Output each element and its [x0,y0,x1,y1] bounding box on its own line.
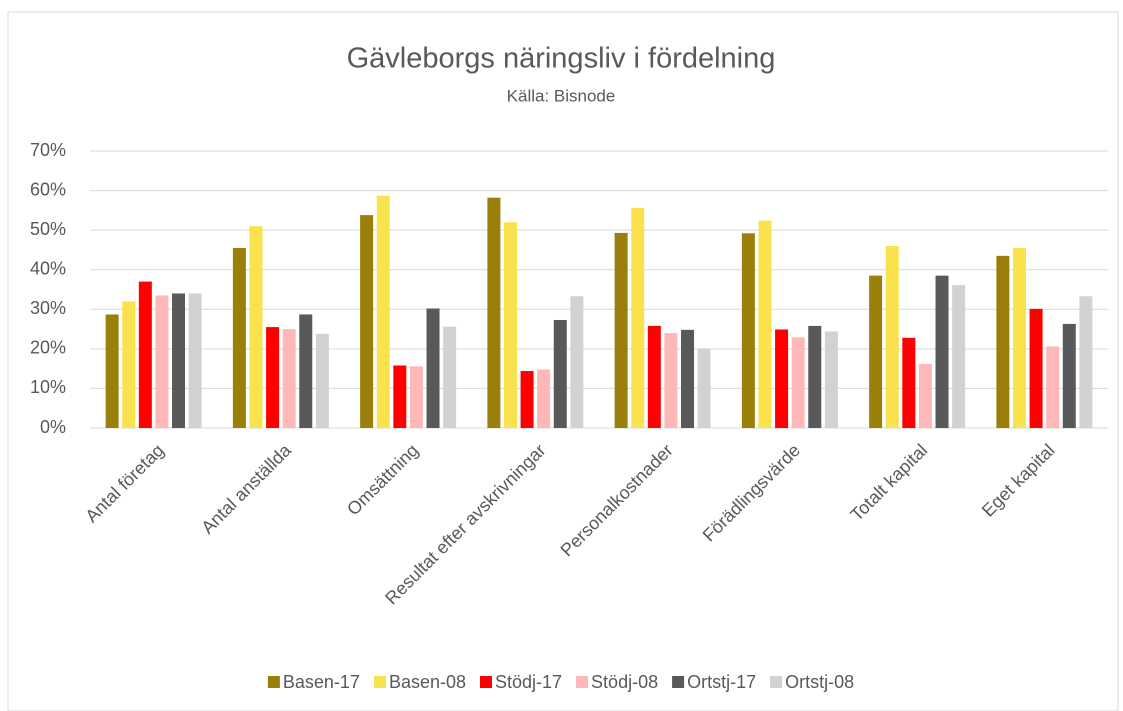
bar [885,245,899,428]
y-tick-label: 40% [30,258,66,278]
bar [138,281,152,428]
bar [249,226,263,428]
legend-swatch [373,676,386,688]
bar [360,215,374,428]
chart-title: Gävleborgs näringsliv i fördelning [347,43,776,75]
legend-label: Stödj-08 [591,672,658,692]
bar [664,333,678,428]
bar [808,325,822,428]
bar [902,337,916,428]
bar [741,233,755,428]
y-tick-label: 60% [30,179,66,199]
bar [266,327,280,428]
bar [487,197,501,428]
bar [155,295,169,428]
bar [996,255,1010,428]
y-tick-label: 50% [30,219,66,239]
bar [188,293,202,428]
bar [122,301,136,428]
bar [1079,296,1093,428]
bar [1029,308,1043,428]
y-tick-label: 30% [30,298,66,318]
bar [1046,346,1060,428]
bar [614,232,628,428]
bar [172,293,186,428]
bar [570,296,584,428]
legend-swatch [480,676,492,688]
bar [232,247,246,428]
bar [791,337,805,428]
bar [537,369,551,428]
legend-label: Basen-17 [283,672,360,692]
bar [775,329,789,428]
bar [282,329,296,428]
bar [503,222,517,428]
legend-swatch [672,676,685,688]
bar [758,220,772,428]
legend-label: Ortstj-08 [785,672,854,692]
bar [697,348,711,428]
bar [376,195,390,428]
y-tick-label: 20% [30,338,66,358]
bar [299,314,313,428]
bar [935,275,949,428]
legend-swatch [770,676,783,688]
legend-label: Basen-08 [389,672,466,692]
y-tick-label: 70% [30,140,66,160]
bar [631,207,645,428]
bar [426,308,440,428]
chart-subtitle: Källa: Bisnode [507,86,616,105]
bar [315,333,329,428]
bar [105,314,119,428]
bar [393,365,407,428]
bar [869,275,883,428]
bar [681,329,695,428]
bar [553,319,567,428]
bar [1062,323,1076,428]
bar [443,326,457,428]
bar [918,363,932,428]
legend-label: Stödj-17 [495,672,562,692]
bar [520,371,534,428]
bar [1012,247,1026,428]
bar [409,366,423,428]
legend-label: Ortstj-17 [687,672,756,692]
legend-swatch [267,676,280,688]
y-tick-label: 10% [30,377,66,397]
bar [952,285,966,428]
legend-swatch [576,676,589,688]
bar [824,331,838,428]
bar [647,325,661,428]
y-tick-label: 0% [40,417,66,437]
